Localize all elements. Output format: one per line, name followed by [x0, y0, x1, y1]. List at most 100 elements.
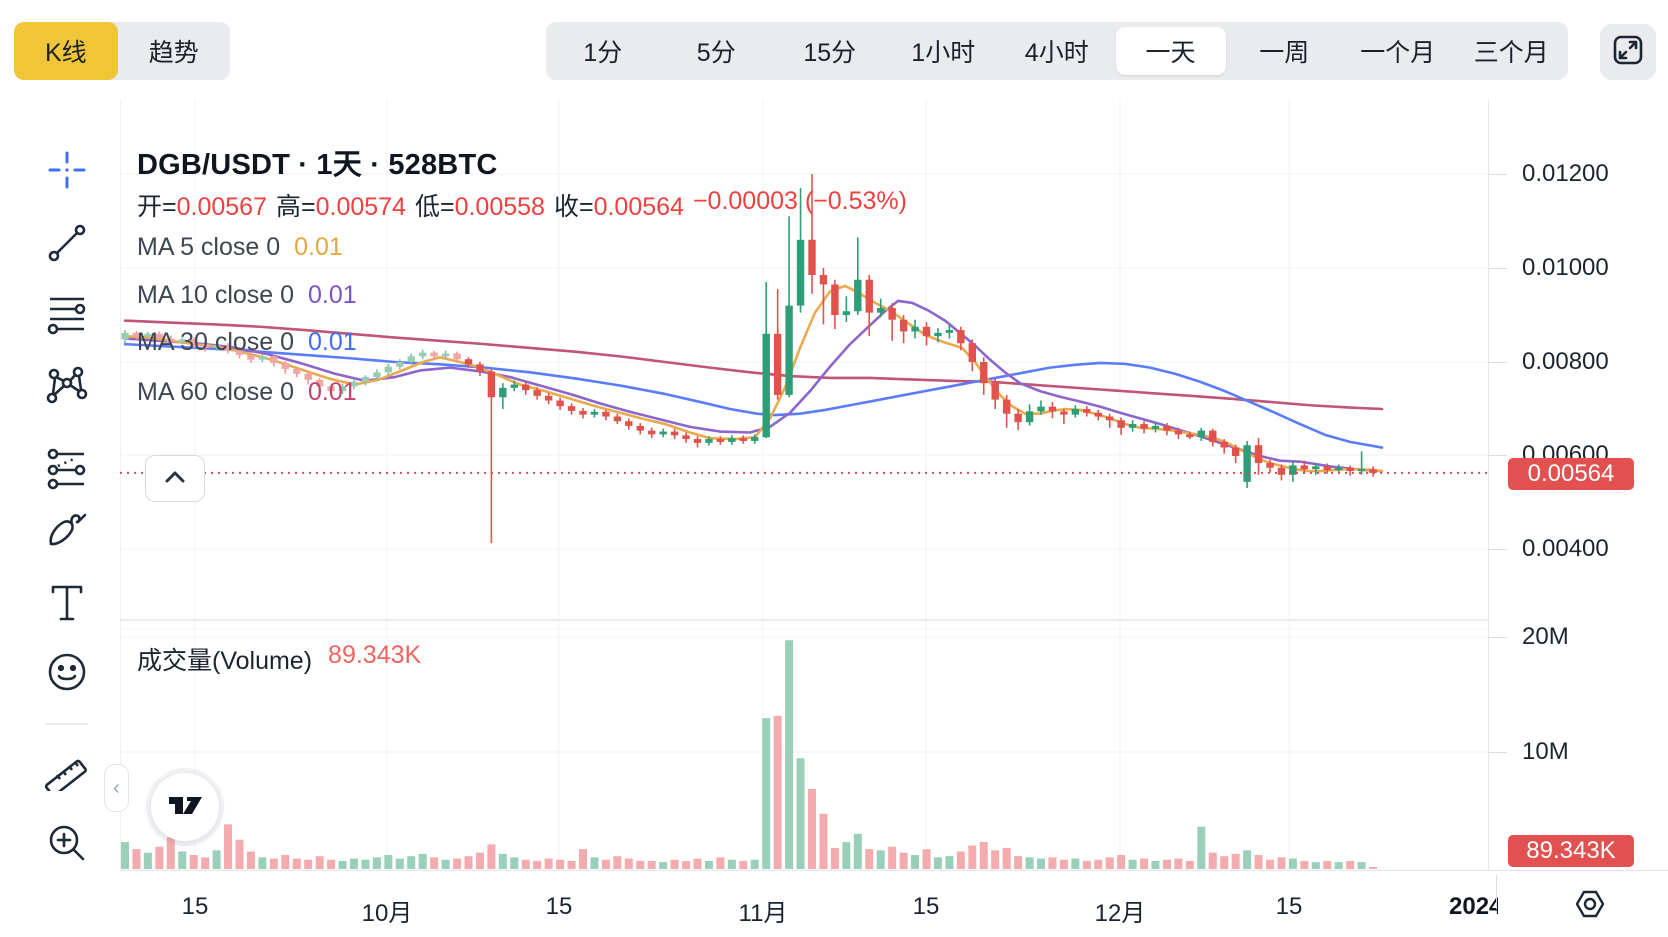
volume-bar	[533, 860, 542, 869]
brush-icon	[44, 508, 90, 557]
text-tool[interactable]	[44, 582, 90, 628]
candle-body	[190, 339, 198, 345]
candle-body	[1277, 467, 1286, 475]
candle-body	[1128, 424, 1137, 428]
time-label-6: 15	[1275, 893, 1303, 920]
volume-bar	[178, 851, 187, 869]
candle-body	[1266, 463, 1274, 468]
volume-bar	[1254, 855, 1263, 869]
timeframe-一周[interactable]: 一周	[1259, 39, 1310, 67]
time-axis[interactable]: 2024 15 10月 15 11月 15 12月 15	[120, 870, 1668, 937]
timeframe-1分[interactable]: 1分	[583, 39, 623, 67]
candlestick-chart-canvas[interactable]	[120, 100, 1488, 870]
candle-body	[1220, 441, 1228, 448]
timeframe-15分[interactable]: 15分	[803, 39, 857, 67]
emoji-tool[interactable]	[44, 651, 90, 697]
candle-body	[293, 369, 301, 374]
candle-body	[499, 387, 507, 398]
chart-type-toggle: K线 趋势	[14, 22, 230, 80]
volume-bar	[155, 846, 164, 869]
symbol-title: DGB/USDT · 1天 · 528BTC	[137, 149, 498, 181]
volume-bar	[773, 715, 782, 869]
chart-type-button-0[interactable]: K线	[14, 22, 118, 80]
fullscreen-button[interactable]	[1600, 24, 1656, 80]
volume-bar	[487, 844, 496, 869]
ohlc-part-0: 开=0.00567	[137, 193, 267, 221]
ohlc-part-2: 低=0.00558	[414, 193, 545, 221]
candle-body	[419, 352, 427, 357]
volume-bar	[246, 851, 255, 869]
timeframe-三个月[interactable]: 三个月	[1473, 39, 1549, 67]
volume-bar	[1323, 860, 1332, 869]
candle-body	[899, 319, 908, 332]
chart-left-border	[120, 100, 121, 870]
volume-label: 成交量(Volume)	[137, 647, 313, 675]
timeframe-1小时[interactable]: 1小时	[911, 39, 976, 67]
pattern-tool[interactable]	[44, 363, 90, 409]
candle-body	[739, 438, 747, 441]
volume-bar	[327, 859, 336, 869]
position-tool[interactable]	[44, 447, 90, 493]
volume-bar	[567, 860, 576, 869]
volume-bar	[235, 839, 244, 869]
measure-tool[interactable]	[44, 747, 90, 797]
timeframe-一天[interactable]: 一天	[1115, 27, 1226, 75]
candle-body	[167, 338, 175, 343]
candle-body	[1346, 467, 1354, 472]
candle-body	[430, 352, 438, 357]
candle-body	[533, 390, 541, 396]
candle-body	[441, 353, 450, 357]
volume-bar	[579, 849, 587, 869]
timeframe-5分[interactable]: 5分	[696, 39, 736, 67]
candle-body	[350, 381, 358, 387]
volume-bar	[510, 857, 519, 869]
price-label-0.00800: 0.00800	[1522, 348, 1609, 375]
volume-bar	[899, 852, 908, 869]
crosshair-tool[interactable]	[44, 149, 90, 195]
tradingview-logo[interactable]	[151, 773, 219, 841]
volume-bar	[796, 758, 805, 869]
candle-body	[968, 343, 976, 362]
volume-bar	[132, 849, 141, 869]
expand-icon	[1611, 33, 1645, 72]
brush-tool[interactable]	[44, 509, 90, 555]
axis-settings-gear-icon[interactable]	[1572, 887, 1608, 926]
volume-bar	[991, 850, 1000, 869]
trend-line-tool[interactable]	[44, 222, 90, 268]
text-icon	[47, 581, 87, 630]
price-axis[interactable]: 0.01200 0.01000 0.00800 0.00600 0.00400 20M 10…	[1488, 100, 1668, 870]
collapse-legend-button[interactable]	[145, 455, 205, 502]
horizontal-lines-tool[interactable]	[44, 293, 90, 339]
zoom-in-tool[interactable]	[44, 822, 90, 868]
time-label-1: 10月	[361, 900, 413, 927]
volume-bar	[143, 852, 152, 869]
candle-body	[1151, 425, 1160, 429]
price-label-0.00400: 0.00400	[1522, 535, 1609, 562]
candle-body	[911, 326, 919, 332]
volume-bar	[1162, 859, 1171, 869]
volume-bar	[704, 860, 713, 869]
volume-bar	[739, 860, 748, 869]
price-tick	[1489, 362, 1507, 363]
volume-tick	[1489, 637, 1507, 638]
chart-type-button-1[interactable]: 趋势	[148, 39, 199, 67]
timeframe-一个月[interactable]: 一个月	[1360, 39, 1436, 67]
trend-line-icon	[45, 221, 89, 270]
volume-bar	[1334, 862, 1343, 869]
current-price-badge: 0.00564	[1508, 458, 1634, 490]
candle-body	[659, 431, 667, 435]
toolbar-collapse-handle[interactable]: ‹	[104, 764, 129, 812]
candle-body	[579, 410, 587, 415]
candle-body	[877, 307, 885, 313]
candle-body	[785, 305, 793, 395]
volume-bar	[521, 859, 530, 869]
candle-body	[212, 345, 221, 348]
volume-bar	[407, 856, 416, 869]
candle-body	[327, 386, 335, 392]
volume-bar	[613, 856, 622, 869]
candle-body	[373, 372, 381, 378]
candle-body	[361, 377, 370, 382]
timeframe-4小时[interactable]: 4小时	[1024, 39, 1089, 67]
volume-bar	[922, 849, 931, 869]
candle-body	[831, 284, 839, 315]
